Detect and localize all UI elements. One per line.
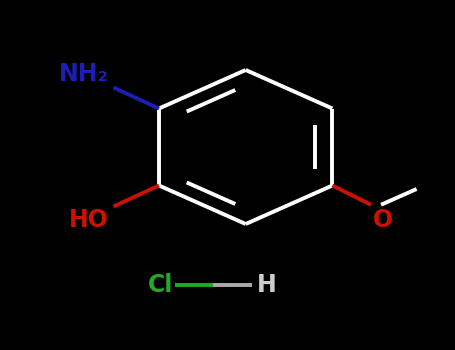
Text: O: O (374, 208, 394, 232)
Text: H: H (257, 273, 277, 297)
Text: HO: HO (69, 208, 109, 232)
Text: NH₂: NH₂ (59, 62, 109, 86)
Text: Cl: Cl (147, 273, 173, 297)
